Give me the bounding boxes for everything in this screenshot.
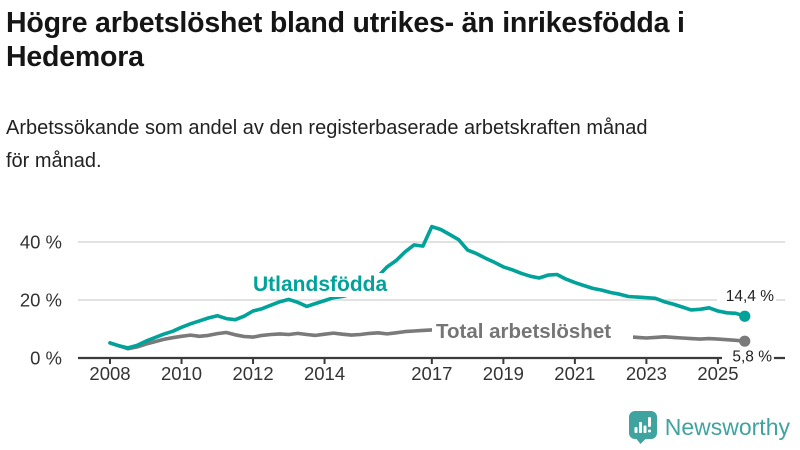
series-end-dot-total — [739, 335, 751, 347]
x-tick-label: 2012 — [232, 363, 273, 384]
series-line-utlandsfodda — [108, 224, 747, 350]
x-tick-label: 2025 — [697, 363, 738, 384]
x-tick-label: 2014 — [304, 363, 345, 384]
newsworthy-logo-icon — [628, 411, 657, 444]
y-tick-label: 0 % — [30, 348, 62, 369]
series-label-total: Total arbetslöshet — [436, 320, 611, 343]
page-title: Högre arbetslöshet bland utrikes- än inr… — [6, 7, 685, 73]
x-tick-label: 2010 — [161, 363, 202, 384]
x-tick-label: 2008 — [89, 363, 130, 384]
y-tick-label: 20 % — [20, 290, 62, 311]
series-label-utlandsfodda: Utlandsfödda — [253, 273, 387, 296]
end-value-label-utlandsfodda: 14,4 % — [726, 288, 774, 305]
end-label-bg — [722, 346, 773, 362]
series-line-total — [108, 327, 747, 351]
end-value-label-total: 5,8 % — [732, 349, 772, 366]
series-label-bg — [432, 320, 633, 342]
x-tick-label: 2017 — [411, 363, 452, 384]
newsworthy-wordmark: Newsworthy — [664, 413, 790, 440]
x-tick-label: 2021 — [554, 363, 595, 384]
end-label-bg — [717, 287, 776, 303]
page-subtitle: Arbetssökande som andel av den registerb… — [6, 117, 648, 172]
x-tick-label: 2019 — [483, 363, 524, 384]
series-end-dot-utlandsfodda — [739, 310, 751, 322]
series-label-bg — [250, 273, 397, 297]
y-tick-label: 40 % — [20, 232, 62, 253]
x-tick-label: 2023 — [626, 363, 667, 384]
newsworthy-logo: Newsworthy — [628, 410, 790, 444]
